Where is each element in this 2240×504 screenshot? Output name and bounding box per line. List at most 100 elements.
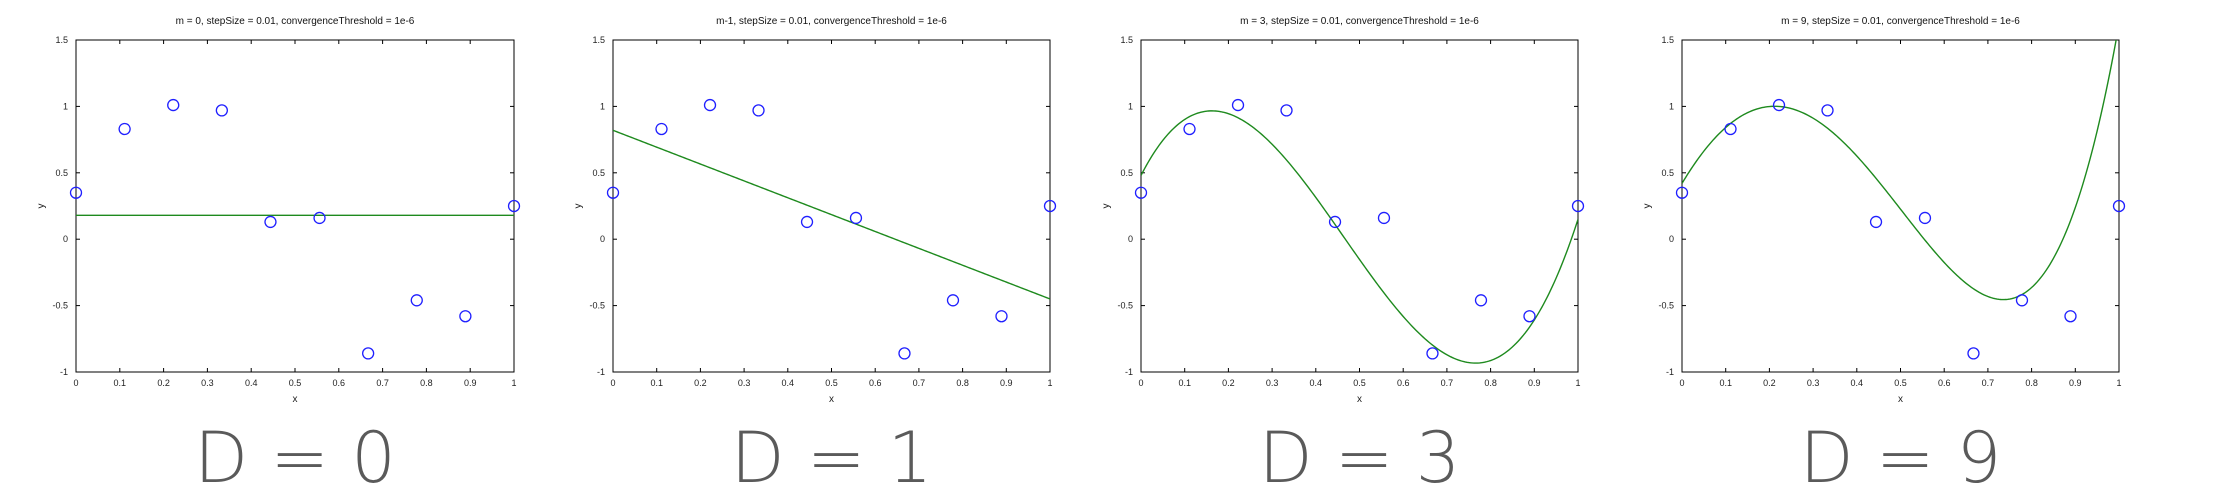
x-tick-label: 0.5 (289, 378, 302, 388)
y-tick-label: 1 (63, 101, 68, 111)
x-tick-label: 0 (1679, 378, 1684, 388)
fit-curve (1682, 40, 2117, 301)
data-point (1426, 347, 1439, 360)
y-tick-label: -0.5 (1117, 301, 1133, 311)
data-point (264, 215, 277, 229)
data-point (1571, 199, 1585, 213)
x-tick-label: 0.3 (201, 378, 214, 388)
y-tick-label: -0.5 (52, 301, 68, 311)
plot-frame (612, 39, 1051, 373)
x-tick-label: 0.5 (1894, 378, 1907, 388)
x-tick-label: 0.8 (2025, 378, 2038, 388)
x-tick-label: 1 (2116, 378, 2121, 388)
y-axis-label: y (573, 204, 584, 209)
y-tick-label: 0 (1669, 234, 1674, 244)
y-tick-label: 1 (1669, 101, 1674, 111)
x-tick-label: 0.4 (1851, 378, 1864, 388)
y-tick-label: 1.5 (1120, 35, 1133, 45)
plot-title: m = 9, stepSize = 0.01, convergenceThres… (1781, 16, 2020, 27)
data-point (361, 347, 375, 360)
x-tick-label: 0.8 (420, 378, 433, 388)
data-point (1377, 211, 1391, 225)
y-tick-label: 0 (1128, 234, 1133, 244)
data-point (1328, 215, 1342, 229)
panel-0: m = 0, stepSize = 0.01, convergenceThres… (36, 16, 521, 499)
data-point (2064, 310, 2077, 323)
y-tick-label: 1 (1128, 101, 1133, 111)
y-tick-label: -1 (1125, 367, 1133, 377)
y-tick-label: 0.5 (55, 168, 68, 178)
plot-frame (1140, 39, 1579, 373)
x-tick-label: 0.9 (1528, 378, 1541, 388)
data-point (703, 98, 717, 112)
data-point (167, 98, 180, 112)
x-tick-label: 0.1 (1178, 378, 1191, 388)
data-point (1523, 310, 1536, 323)
data-point (1918, 211, 1932, 225)
data-point (800, 215, 814, 229)
x-tick-label: 0.6 (869, 378, 882, 388)
y-tick-label: 0.5 (592, 168, 605, 178)
x-tick-label: 1 (511, 378, 516, 388)
y-tick-label: 1.5 (55, 35, 68, 45)
y-tick-label: -1 (60, 367, 68, 377)
x-tick-label: 0.2 (1222, 378, 1235, 388)
x-tick-label: 0.8 (1484, 378, 1497, 388)
data-point (2015, 294, 2029, 307)
panel-caption: D = 9 (1800, 417, 2002, 499)
x-tick-label: 0.1 (114, 378, 127, 388)
data-point (1231, 98, 1245, 112)
data-point (410, 294, 423, 307)
data-point (849, 211, 863, 225)
y-tick-label: 0 (600, 234, 605, 244)
x-tick-label: 0.5 (825, 378, 838, 388)
x-tick-label: 0.7 (376, 378, 389, 388)
x-tick-label: 0.6 (333, 378, 346, 388)
x-tick-label: 0.3 (738, 378, 751, 388)
x-axis-label: x (1357, 394, 1362, 405)
y-tick-label: -1 (597, 367, 605, 377)
data-point (606, 186, 620, 199)
plot-title: m-1, stepSize = 0.01, convergenceThresho… (716, 16, 947, 27)
y-tick-label: -0.5 (1658, 301, 1674, 311)
x-tick-label: 0.3 (1807, 378, 1820, 388)
data-point (1474, 294, 1488, 307)
x-tick-label: 0.2 (157, 378, 170, 388)
fit-curve (1141, 110, 1578, 364)
data-point (1134, 186, 1148, 199)
x-axis-label: x (293, 394, 298, 405)
x-tick-label: 0.4 (782, 378, 795, 388)
data-point (1675, 186, 1689, 199)
data-point (995, 310, 1008, 323)
panel-2: m = 3, stepSize = 0.01, convergenceThres… (1101, 16, 1585, 499)
y-axis-label: y (1101, 204, 1112, 209)
plot-title: m = 3, stepSize = 0.01, convergenceThres… (1240, 16, 1479, 27)
x-tick-label: 0.1 (650, 378, 663, 388)
y-tick-label: 1 (600, 101, 605, 111)
plot-frame (75, 39, 515, 373)
x-tick-label: 0.6 (1938, 378, 1951, 388)
data-point (1869, 215, 1883, 229)
data-point (752, 104, 765, 117)
data-point (1183, 122, 1196, 136)
data-point (1280, 104, 1293, 117)
y-tick-label: 0.5 (1120, 168, 1133, 178)
x-tick-label: 0 (1138, 378, 1143, 388)
y-tick-label: -0.5 (589, 301, 605, 311)
x-tick-label: 1 (1047, 378, 1052, 388)
x-tick-label: 0.4 (1310, 378, 1323, 388)
data-point (69, 186, 83, 199)
x-tick-label: 0.7 (913, 378, 926, 388)
x-tick-label: 0.5 (1353, 378, 1366, 388)
panel-caption: D = 1 (731, 417, 933, 499)
x-tick-label: 0.1 (1719, 378, 1732, 388)
x-tick-label: 0.6 (1397, 378, 1410, 388)
data-point (118, 122, 131, 136)
x-tick-label: 0.2 (694, 378, 707, 388)
x-tick-label: 0.3 (1266, 378, 1279, 388)
data-point (655, 122, 668, 136)
data-point (1043, 199, 1057, 213)
x-tick-label: 0 (73, 378, 78, 388)
x-tick-label: 0.8 (956, 378, 969, 388)
